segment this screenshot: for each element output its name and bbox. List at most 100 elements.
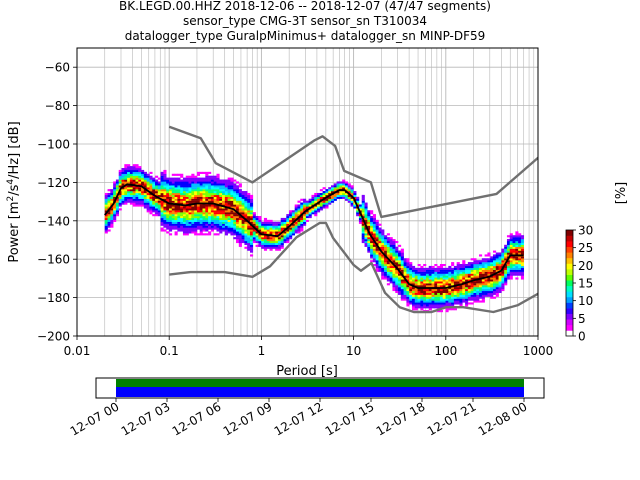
heatmap-cell	[456, 262, 460, 265]
heatmap-cell	[506, 269, 511, 272]
heatmap-cell	[492, 267, 497, 270]
heatmap-cell	[342, 191, 346, 194]
heatmap-cell	[328, 192, 332, 196]
heatmap-cell	[375, 246, 379, 249]
heatmap-cell	[205, 219, 209, 222]
heatmap-cell	[378, 269, 382, 272]
heatmap-cell	[118, 191, 122, 194]
heatmap-cell	[425, 306, 430, 309]
heatmap-cell	[395, 279, 399, 282]
heatmap-cell	[261, 235, 265, 238]
heatmap-cell	[227, 189, 231, 192]
heatmap-cell	[512, 262, 516, 265]
heatmap-cell	[462, 287, 466, 290]
heatmap-cell	[400, 288, 404, 292]
heatmap-cell	[448, 290, 452, 293]
heatmap-cell	[504, 252, 508, 255]
heatmap-cell	[244, 196, 248, 199]
heatmap-cell	[191, 221, 195, 224]
heatmap-cell	[277, 239, 282, 242]
heatmap-cell	[425, 298, 430, 301]
heatmap-cell	[118, 181, 122, 184]
heatmap-cell	[495, 262, 499, 265]
heatmap-cell	[465, 298, 469, 301]
heatmap-cell	[490, 294, 494, 297]
heatmap-cell	[411, 300, 416, 303]
heatmap-cell	[216, 177, 220, 180]
heatmap-cell	[104, 231, 108, 234]
heatmap-cell	[347, 200, 351, 203]
heatmap-cell	[208, 175, 212, 178]
heatmap-cell	[465, 290, 469, 293]
heatmap-cell	[344, 181, 349, 184]
heatmap-cell	[398, 267, 402, 270]
heatmap-cell	[157, 183, 161, 186]
heatmap-cell	[476, 260, 480, 263]
heatmap-cell	[445, 300, 449, 303]
heatmap-cell	[434, 294, 438, 297]
heatmap-cell	[425, 292, 430, 295]
heatmap-cell	[411, 292, 416, 295]
heatmap-cell	[230, 183, 234, 186]
heatmap-cell	[205, 214, 209, 217]
heatmap-cell	[372, 254, 376, 257]
heatmap-cell	[420, 285, 424, 288]
heatmap-cell	[261, 227, 265, 230]
heatmap-cell	[398, 254, 402, 257]
heatmap-cell	[462, 265, 466, 269]
heatmap-cell	[456, 281, 460, 284]
heatmap-cell	[504, 277, 508, 280]
heatmap-cell	[196, 198, 201, 201]
heatmap-cell	[398, 283, 402, 286]
heatmap-cell	[462, 294, 466, 297]
y-tick-label: −200	[37, 330, 70, 344]
heatmap-cell	[191, 216, 195, 219]
heatmap-cell	[194, 227, 198, 230]
heatmap-cell	[163, 196, 167, 199]
heatmap-cell	[291, 227, 295, 230]
heatmap-cell	[230, 191, 234, 194]
heatmap-cell	[135, 189, 139, 192]
heatmap-cell	[459, 279, 463, 282]
heatmap-cell	[520, 237, 525, 240]
heatmap-cell	[205, 187, 209, 190]
heatmap-cell	[470, 264, 474, 267]
heatmap-cell	[113, 196, 117, 199]
heatmap-cell	[138, 171, 142, 174]
heatmap-cell	[166, 179, 170, 182]
heatmap-cell	[244, 198, 248, 201]
heatmap-cell	[177, 210, 181, 213]
heatmap-cell	[230, 210, 234, 213]
heatmap-cell	[121, 192, 125, 196]
heatmap-cell	[495, 287, 499, 290]
heatmap-cell	[437, 294, 441, 297]
heatmap-cell	[132, 166, 136, 169]
heatmap-cell	[261, 231, 265, 234]
heatmap-cell	[180, 223, 184, 226]
heatmap-cell	[481, 292, 485, 295]
heatmap-cell	[364, 239, 368, 242]
heatmap-cell	[263, 246, 268, 249]
heatmap-cell	[174, 183, 178, 186]
heatmap-cell	[467, 269, 471, 272]
heatmap-cell	[230, 223, 234, 226]
heatmap-cell	[124, 187, 128, 190]
heatmap-cell	[275, 237, 279, 240]
heatmap-cell	[222, 200, 226, 203]
y-axis-ticks: −200−180−160−140−120−100−80−60	[37, 61, 77, 344]
heatmap-cell	[465, 285, 469, 288]
heatmap-cell	[515, 262, 519, 265]
heatmap-cell	[174, 185, 178, 188]
heatmap-cell	[180, 206, 184, 209]
heatmap-cell	[509, 260, 513, 263]
heatmap-cell	[194, 225, 198, 228]
heatmap-cell	[219, 231, 223, 234]
heatmap-cell	[202, 196, 206, 199]
heatmap-cell	[205, 171, 209, 174]
heatmap-cell	[249, 240, 254, 244]
heatmap-cell	[216, 183, 220, 186]
heatmap-cell	[515, 246, 519, 249]
heatmap-cell	[177, 202, 181, 205]
